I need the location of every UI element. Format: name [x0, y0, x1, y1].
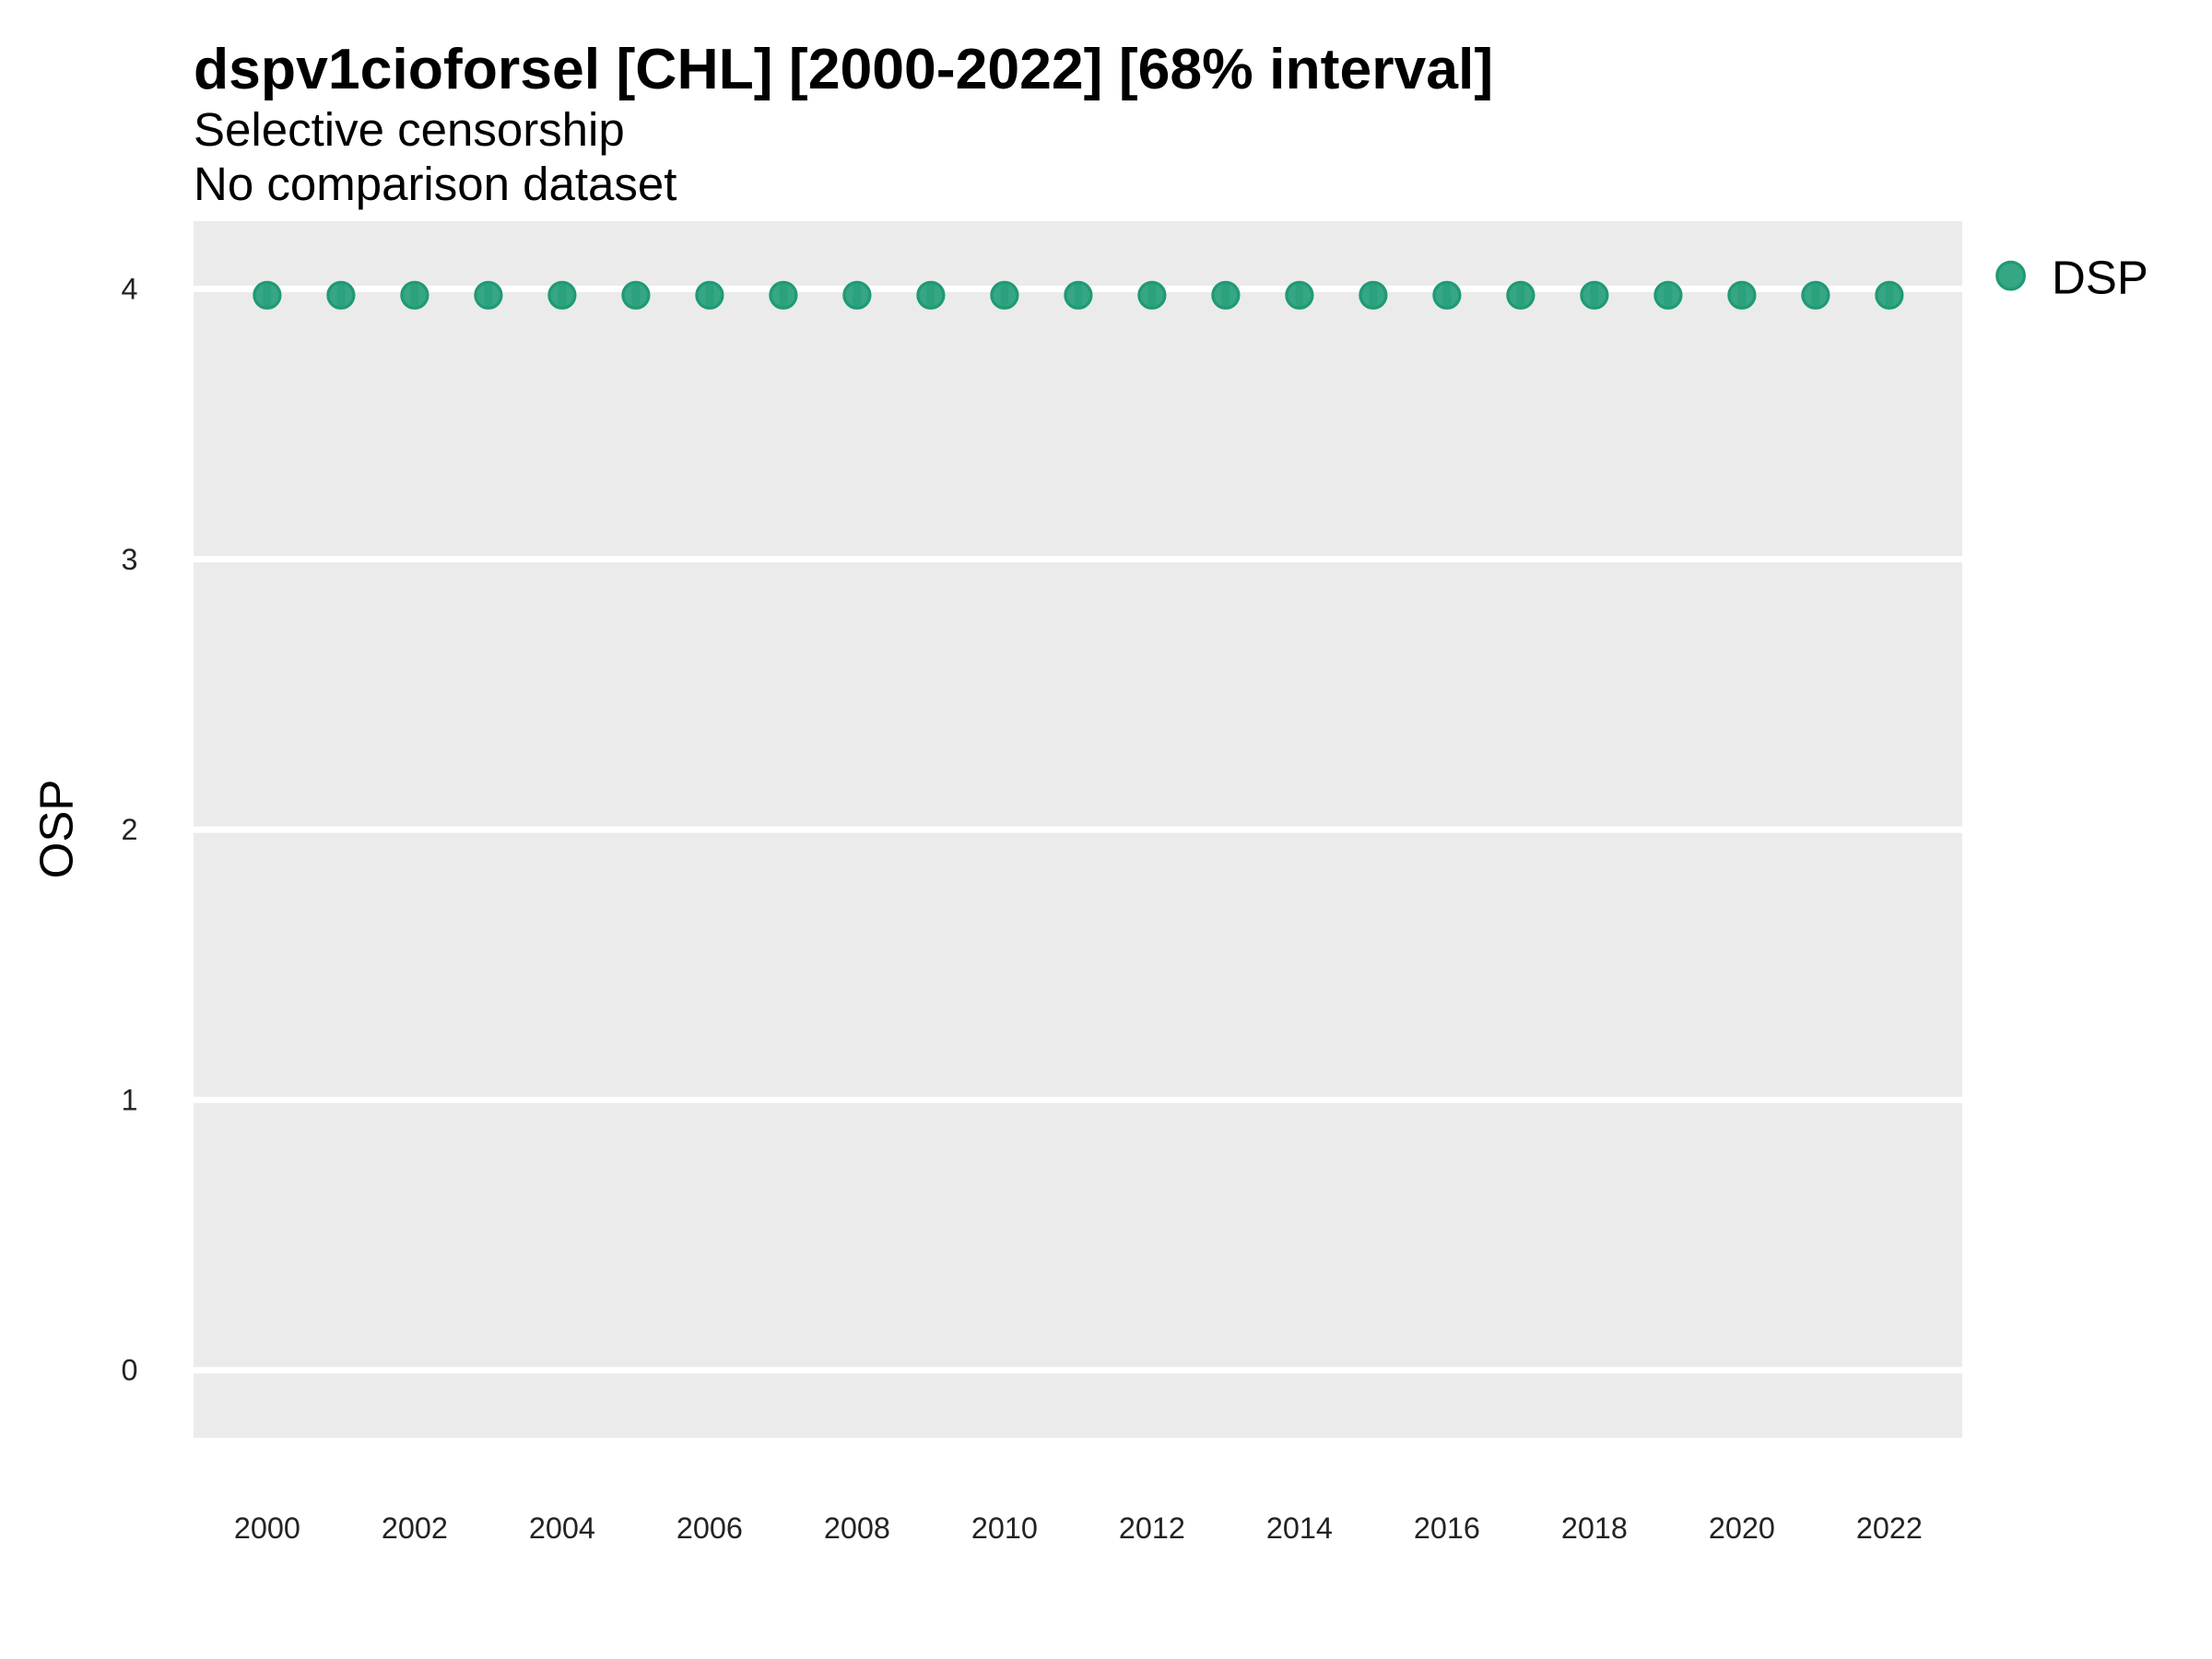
svg-text:0: 0	[121, 1354, 137, 1387]
svg-text:2006: 2006	[677, 1512, 743, 1545]
svg-text:2022: 2022	[1856, 1512, 1923, 1545]
svg-text:2000: 2000	[234, 1512, 300, 1545]
svg-text:1: 1	[121, 1083, 137, 1116]
svg-text:2: 2	[121, 813, 137, 846]
svg-text:2004: 2004	[529, 1512, 595, 1545]
svg-text:DSP: DSP	[2052, 252, 2148, 304]
svg-text:dspv1cioforsel [CHL] [2000-202: dspv1cioforsel [CHL] [2000-2022] [68% in…	[194, 37, 1493, 101]
svg-text:2020: 2020	[1709, 1512, 1775, 1545]
svg-text:Selective censorship: Selective censorship	[194, 103, 625, 156]
svg-text:2018: 2018	[1561, 1512, 1628, 1545]
svg-text:2016: 2016	[1414, 1512, 1480, 1545]
svg-text:2014: 2014	[1266, 1512, 1333, 1545]
svg-text:2002: 2002	[382, 1512, 448, 1545]
svg-text:3: 3	[121, 543, 137, 576]
svg-text:4: 4	[121, 273, 137, 306]
svg-text:2012: 2012	[1119, 1512, 1185, 1545]
svg-text:2008: 2008	[824, 1512, 890, 1545]
svg-text:No comparison dataset: No comparison dataset	[194, 158, 677, 210]
svg-text:2010: 2010	[971, 1512, 1038, 1545]
svg-text:OSP: OSP	[29, 780, 82, 879]
